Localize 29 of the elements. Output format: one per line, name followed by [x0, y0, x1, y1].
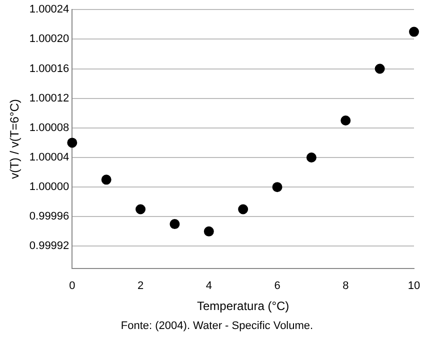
y-tick-label: 1.00008: [29, 122, 70, 134]
y-axis-title: v(T) / v(T=6°C): [8, 99, 22, 179]
point: [374, 64, 385, 74]
y-tick-label: 0.99996: [29, 210, 70, 223]
point: [409, 26, 419, 37]
y-tick-label: 1.00020: [29, 33, 70, 46]
y-tick-label: 1.00004: [29, 152, 70, 164]
x-tick-label: 0: [69, 280, 76, 292]
point: [170, 219, 180, 230]
point: [272, 182, 282, 192]
x-tick-label: 8: [342, 280, 349, 292]
y-tick-label: 1.00000: [29, 181, 70, 194]
y-tick-label: 1.00016: [29, 62, 70, 75]
point: [238, 204, 248, 214]
point: [101, 174, 112, 185]
x-tick-label: 10: [408, 280, 420, 292]
point: [136, 204, 146, 214]
x-tick-label: 4: [206, 280, 212, 292]
x-tick-label: 6: [274, 280, 280, 292]
point: [306, 152, 316, 162]
point: [204, 226, 214, 236]
y-tick-label: 1.00012: [29, 92, 70, 104]
point: [340, 116, 351, 126]
y-tick-label: 0.99992: [29, 240, 70, 252]
source-note: Fonte: (2004). Water - Specific Volume.: [120, 320, 314, 332]
x-axis-title: Temperatura (°C): [197, 299, 290, 314]
y-tick-label: 1.00024: [29, 4, 70, 16]
x-tick-label: 2: [137, 280, 144, 292]
point: [67, 138, 78, 148]
